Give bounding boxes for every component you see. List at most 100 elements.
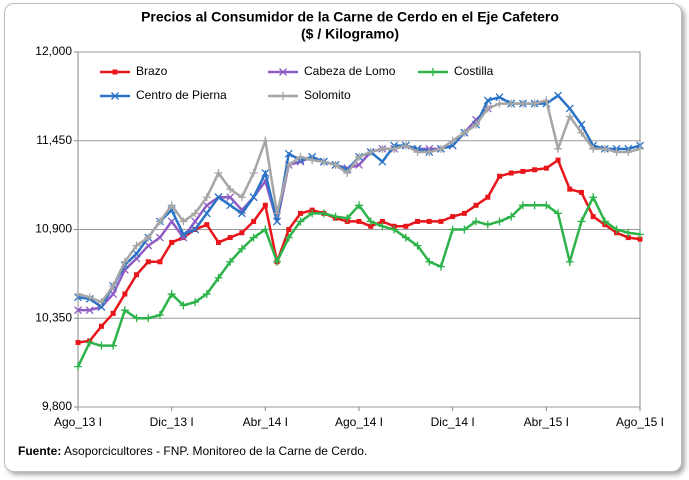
marker [296, 152, 305, 161]
y-tick-label: 12,000 [35, 44, 72, 58]
marker [155, 217, 164, 226]
marker [448, 136, 457, 145]
legend-label: Centro de Pierna [136, 88, 227, 102]
marker [590, 214, 596, 220]
marker [495, 93, 504, 102]
marker [425, 148, 434, 157]
marker [132, 314, 141, 323]
marker [612, 148, 621, 157]
marker [284, 233, 293, 242]
marker [379, 218, 385, 224]
marker [507, 99, 516, 108]
marker [85, 293, 94, 302]
marker [413, 148, 422, 157]
marker [157, 259, 163, 265]
marker [577, 120, 586, 129]
marker [485, 194, 491, 200]
legend-label: Solomito [304, 88, 351, 102]
marker [378, 157, 387, 166]
marker [261, 169, 270, 177]
marker [426, 218, 432, 224]
marker [567, 186, 573, 192]
marker [366, 217, 375, 226]
marker [378, 222, 387, 231]
chart-title: Precios al Consumidor de la Carne de Cer… [141, 9, 559, 25]
marker [226, 257, 235, 266]
y-tick-label: 10,350 [35, 310, 72, 324]
marker [134, 272, 140, 278]
marker [401, 233, 410, 242]
marker [343, 169, 352, 178]
x-tick-label: Dic_13 I [150, 415, 194, 429]
x-tick-label: Ago_13 I [54, 415, 102, 429]
marker [483, 104, 492, 113]
marker [261, 225, 270, 234]
x-tick-label: Ago_14 I [335, 415, 383, 429]
marker [483, 96, 492, 105]
marker [296, 217, 305, 226]
marker [167, 290, 176, 299]
x-tick-label: Ago_15 I [616, 415, 664, 429]
marker [436, 144, 445, 153]
marker [155, 233, 164, 242]
marker [144, 241, 153, 250]
y-tick-label: 9,800 [42, 399, 72, 413]
marker [368, 223, 374, 229]
marker [249, 169, 258, 178]
marker [565, 104, 574, 113]
series-line [77, 93, 641, 309]
marker [600, 217, 609, 226]
marker [273, 217, 282, 226]
marker [565, 257, 574, 266]
marker [249, 233, 258, 242]
marker [191, 225, 200, 234]
marker [355, 152, 363, 161]
marker [237, 193, 246, 202]
marker [473, 202, 479, 208]
marker [97, 302, 106, 311]
marker [331, 212, 340, 221]
marker [589, 144, 598, 153]
marker [461, 210, 467, 216]
marker [237, 244, 246, 253]
marker [85, 306, 94, 315]
marker [518, 99, 527, 108]
marker [279, 68, 287, 76]
marker [390, 144, 399, 153]
marker [155, 311, 164, 320]
marker [356, 218, 362, 224]
marker [401, 141, 410, 150]
marker [319, 209, 328, 218]
marker [167, 217, 176, 226]
marker [460, 225, 469, 234]
marker [530, 99, 539, 108]
marker [578, 189, 584, 195]
marker [413, 241, 422, 250]
marker [132, 249, 141, 258]
marker [179, 230, 188, 239]
marker [132, 241, 141, 250]
marker [191, 217, 200, 226]
marker [472, 217, 481, 226]
marker [636, 230, 644, 239]
marker [483, 220, 492, 229]
marker [191, 298, 200, 307]
marker [308, 156, 317, 165]
y-tick-label: 11,450 [36, 133, 72, 147]
marker [624, 228, 633, 237]
series-line [78, 107, 489, 312]
legend-label: Brazo [136, 64, 168, 78]
marker [249, 193, 258, 202]
marker [565, 112, 574, 121]
marker [390, 225, 399, 234]
marker [191, 209, 200, 218]
marker [555, 157, 561, 163]
marker [202, 290, 211, 299]
marker [403, 223, 409, 229]
marker [308, 209, 317, 218]
marker [577, 217, 586, 226]
marker [436, 262, 445, 271]
marker [145, 259, 151, 265]
